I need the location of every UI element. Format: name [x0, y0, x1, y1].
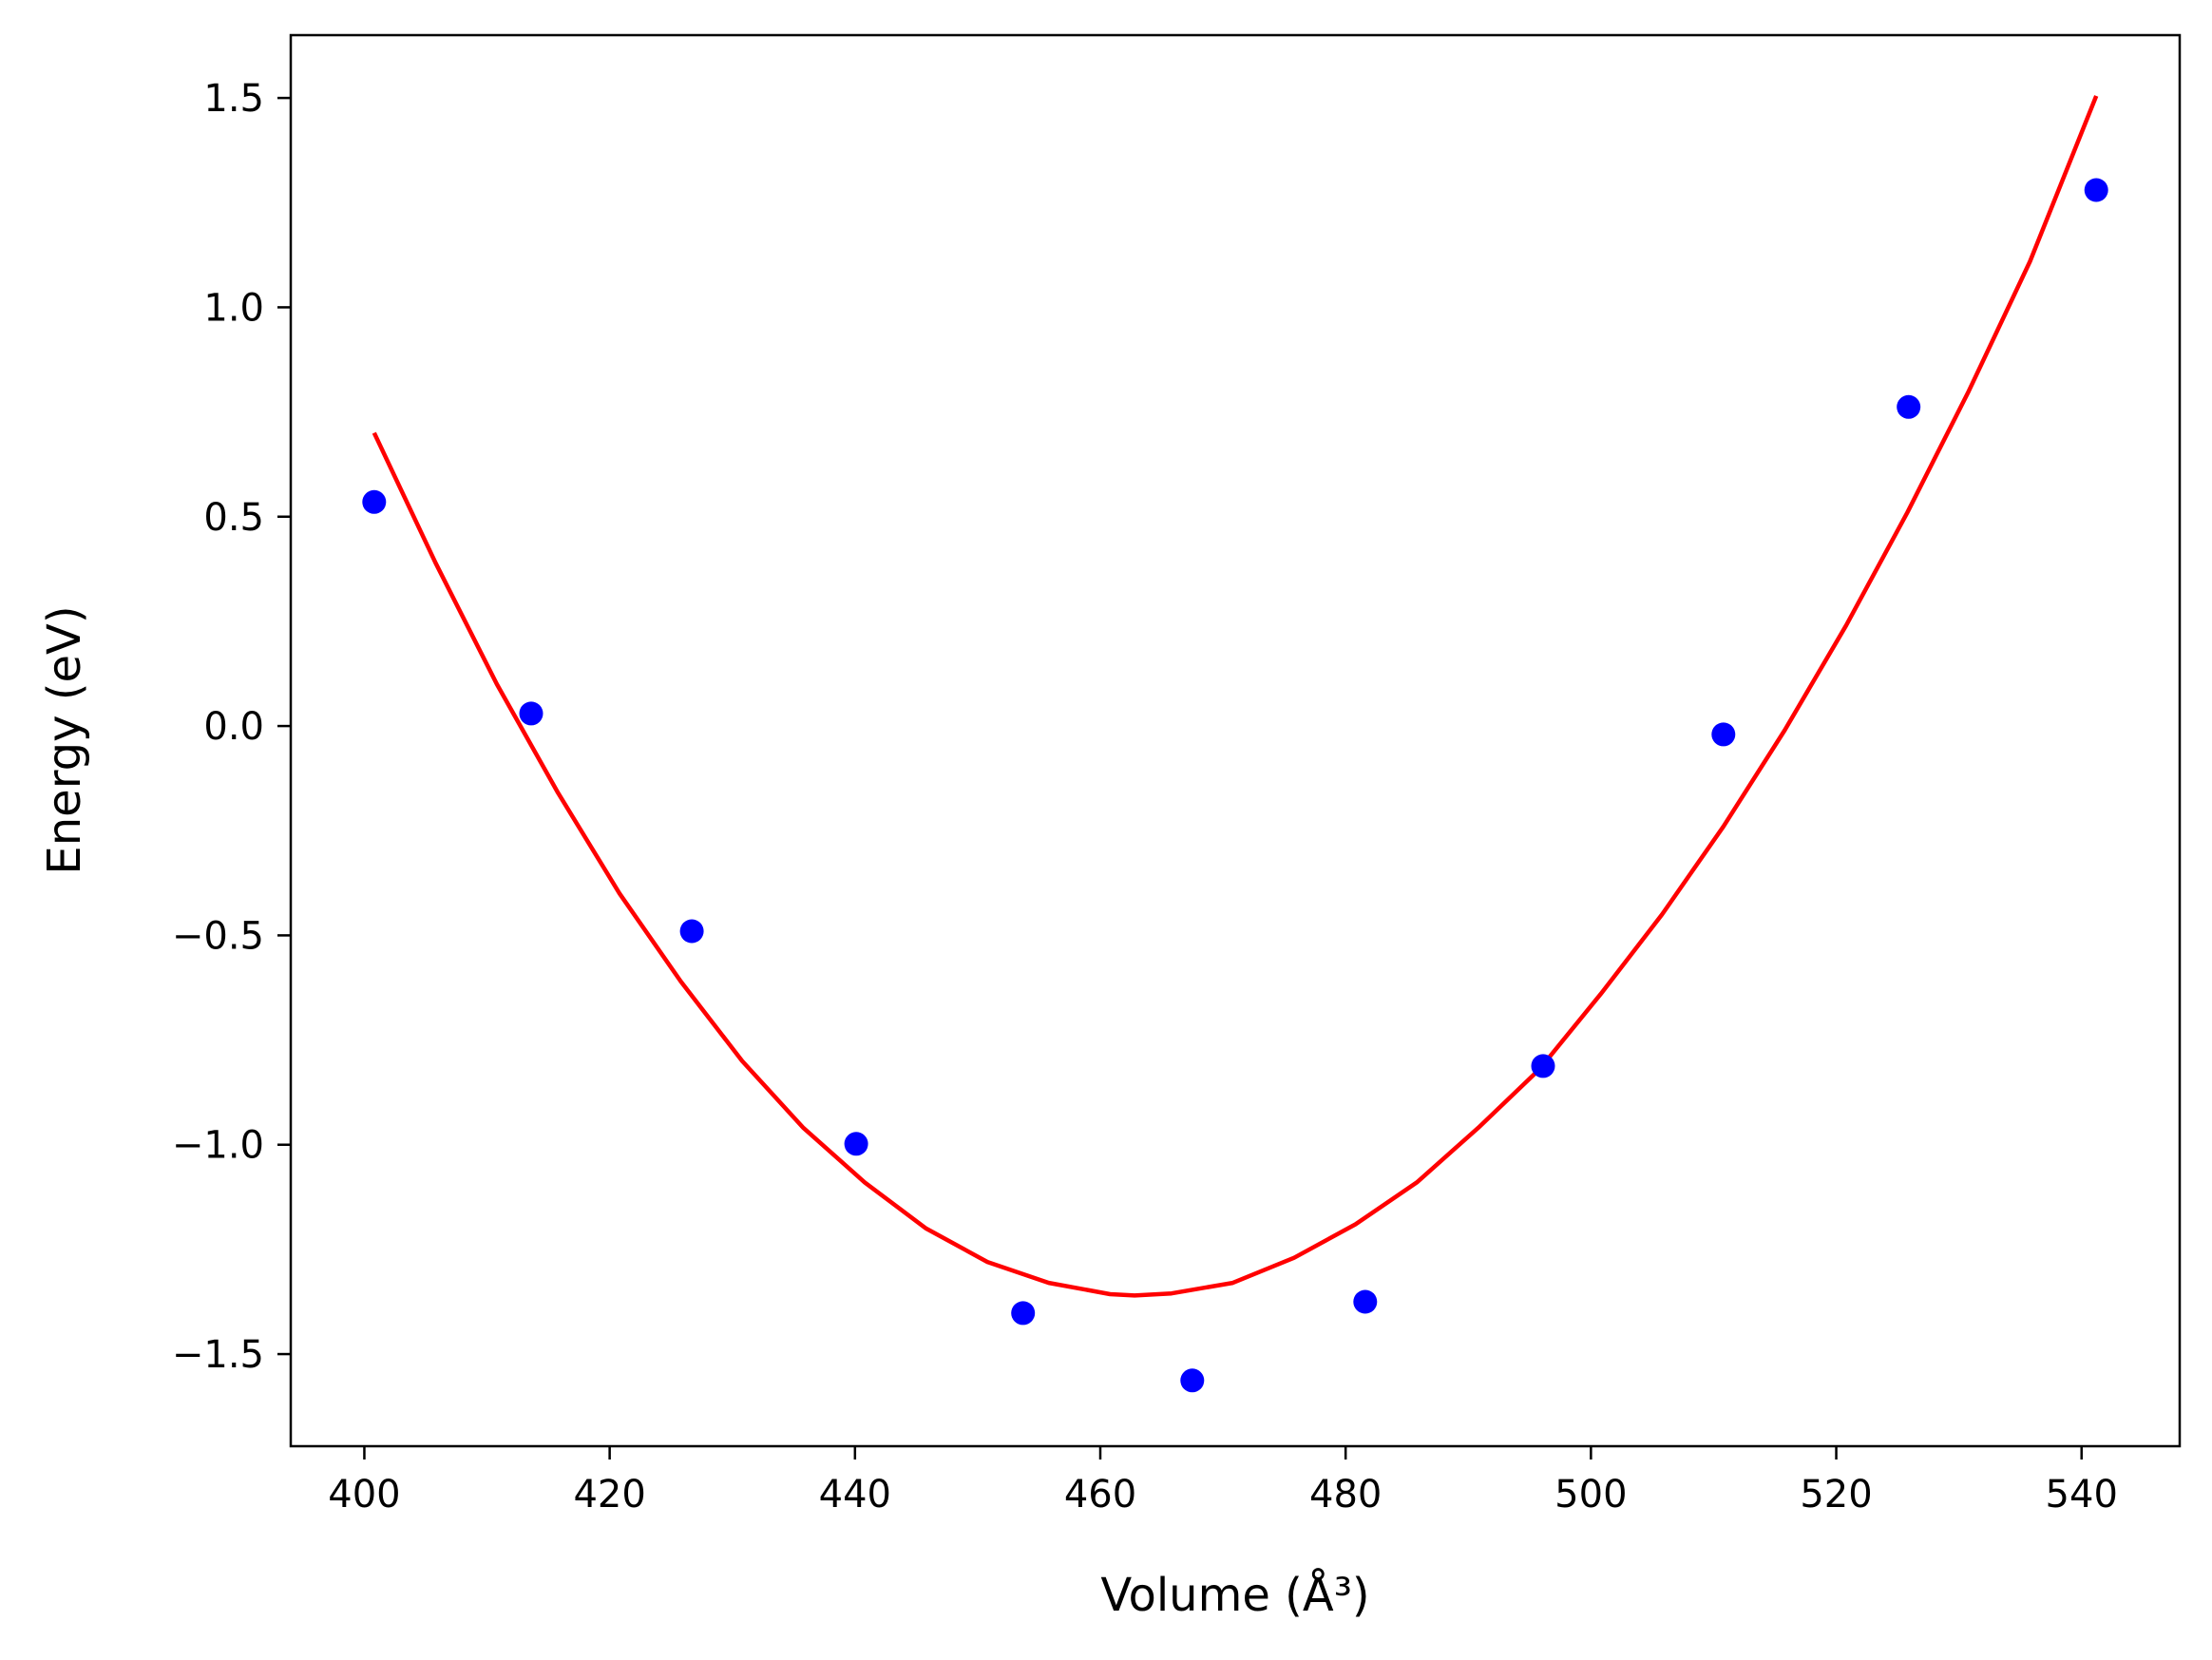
y-tick-label: 0.5	[203, 496, 264, 540]
points-layer	[362, 178, 2108, 1393]
x-axis-label: Volume (Å³)	[1100, 1568, 1369, 1622]
y-tick-label: −1.5	[172, 1333, 264, 1377]
y-axis-label: Energy (eV)	[38, 605, 91, 874]
data-point	[679, 919, 704, 944]
x-tick-label: 480	[1309, 1473, 1382, 1517]
x-tick-label: 420	[573, 1473, 645, 1517]
x-tick-label: 520	[1800, 1473, 1872, 1517]
data-point	[1711, 722, 1736, 747]
data-point	[362, 489, 387, 514]
y-axis: −1.5 −1.0 −0.5 0.0 0.5 1.0 1.5	[172, 77, 291, 1377]
x-tick-label: 500	[1554, 1473, 1627, 1517]
x-tick-label: 440	[819, 1473, 891, 1517]
x-axis: 400 420 440 460 480 500 520 540	[328, 1446, 2118, 1517]
y-tick-label: −0.5	[172, 914, 264, 958]
data-point	[844, 1132, 868, 1156]
y-tick-label: 0.0	[203, 705, 264, 749]
y-tick-label: −1.0	[172, 1124, 264, 1168]
data-point	[519, 701, 543, 726]
data-point	[1011, 1301, 1036, 1326]
fit-curve	[372, 95, 2099, 1298]
data-point	[1897, 394, 1921, 419]
data-point	[1180, 1368, 1205, 1393]
x-tick-label: 400	[328, 1473, 400, 1517]
data-point	[2084, 178, 2108, 202]
x-tick-label: 540	[2046, 1473, 2118, 1517]
data-point	[1531, 1054, 1555, 1078]
x-tick-label: 460	[1064, 1473, 1136, 1517]
plot-frame	[289, 33, 2182, 1448]
data-point	[1353, 1289, 1378, 1314]
plot-area	[291, 35, 2180, 1446]
fit-layer	[372, 95, 2099, 1298]
y-tick-label: 1.5	[203, 77, 264, 121]
y-tick-label: 1.0	[203, 286, 264, 330]
